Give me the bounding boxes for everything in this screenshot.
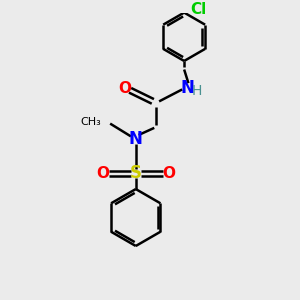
Text: H: H bbox=[192, 84, 202, 98]
Text: O: O bbox=[162, 166, 175, 181]
Text: N: N bbox=[180, 79, 194, 97]
Text: O: O bbox=[97, 166, 110, 181]
Text: O: O bbox=[118, 80, 131, 95]
Text: S: S bbox=[130, 164, 142, 182]
Text: CH₃: CH₃ bbox=[81, 117, 102, 127]
Text: N: N bbox=[129, 130, 143, 148]
Text: Cl: Cl bbox=[190, 2, 206, 17]
